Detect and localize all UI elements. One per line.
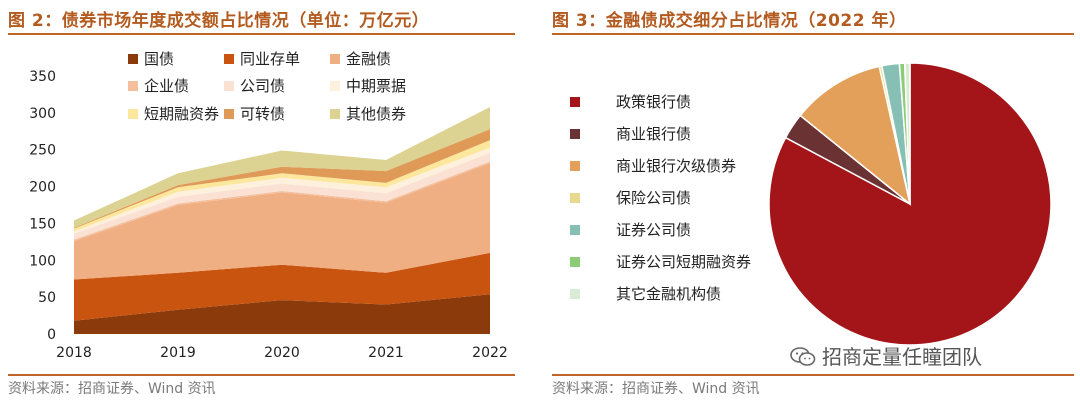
y-tick-label: 300 bbox=[29, 106, 56, 122]
wechat-icon bbox=[790, 347, 816, 366]
fig2-title: 图 2：债券市场年度成交额占比情况（单位：万亿元） bbox=[8, 11, 430, 31]
y-tick-label: 100 bbox=[29, 253, 56, 269]
pie-legend-swatch bbox=[570, 161, 580, 171]
fig2-top-rule bbox=[8, 33, 515, 35]
pie-slice-6 bbox=[903, 62, 911, 205]
x-tick-label: 2021 bbox=[368, 345, 404, 361]
pie-legend-swatch bbox=[570, 257, 580, 267]
legend-label: 企业债 bbox=[144, 77, 189, 95]
pie-legend-swatch bbox=[570, 97, 580, 107]
fig3-title: 图 3：金融债成交细分占比情况（2022 年） bbox=[552, 11, 907, 31]
area-series-0 bbox=[74, 294, 490, 334]
fig3-top-rule bbox=[552, 33, 1074, 35]
fig2-source: 资料来源：招商证券、Wind 资讯 bbox=[8, 381, 216, 397]
legend-label: 金融债 bbox=[346, 50, 391, 68]
legend-label: 同业存单 bbox=[240, 50, 300, 68]
pie-slices bbox=[768, 62, 1052, 346]
legend-swatch bbox=[330, 81, 340, 91]
pie-legend-swatch bbox=[570, 129, 580, 139]
legend-swatch bbox=[330, 109, 340, 119]
pie-legend-label: 商业银行债 bbox=[616, 125, 691, 143]
pie-slice-2 bbox=[799, 65, 912, 206]
pie-legend-swatch bbox=[570, 193, 580, 203]
legend-swatch bbox=[128, 109, 138, 119]
pie-legend-swatch bbox=[570, 225, 580, 235]
y-tick-label: 200 bbox=[29, 180, 56, 196]
area-series-2 bbox=[74, 163, 490, 280]
pie-chart: 政策银行债商业银行债商业银行次级债券保险公司债证券公司债证券公司短期融资券其它金… bbox=[570, 62, 1052, 346]
y-tick-label: 0 bbox=[47, 327, 56, 343]
legend-swatch bbox=[224, 54, 234, 64]
x-tick-label: 2019 bbox=[160, 345, 196, 361]
legend-swatch bbox=[224, 109, 234, 119]
x-axis: 2018 2019 2020 2021 2022 bbox=[56, 345, 508, 361]
legend-label: 短期融资券 bbox=[144, 105, 219, 123]
area-layers bbox=[74, 107, 490, 334]
x-tick-label: 2022 bbox=[472, 345, 508, 361]
y-tick-label: 250 bbox=[29, 143, 56, 159]
legend-label: 公司债 bbox=[240, 77, 285, 95]
fig3-bottom-rule bbox=[552, 374, 1074, 376]
pie-legend-label: 其它金融机构债 bbox=[616, 285, 721, 303]
pie-legend-label: 商业银行次级债券 bbox=[616, 157, 736, 175]
legend-swatch bbox=[128, 81, 138, 91]
pie-legend-label: 证券公司短期融资券 bbox=[616, 253, 751, 271]
legend-swatch bbox=[224, 81, 234, 91]
y-axis: 0 50 100 150 200 250 300 350 bbox=[29, 69, 56, 343]
y-tick-label: 50 bbox=[38, 290, 56, 306]
legend-label: 可转债 bbox=[240, 105, 285, 123]
pie-slice-0 bbox=[768, 62, 1052, 346]
legend-swatch bbox=[128, 54, 138, 64]
fig3-source: 资料来源：招商证券、Wind 资讯 bbox=[552, 381, 760, 397]
area-series-1 bbox=[74, 252, 490, 321]
pie-legend-label: 证券公司债 bbox=[616, 221, 691, 239]
pie-legend-swatch bbox=[570, 289, 580, 299]
watermark-text: 招商定量任瞳团队 bbox=[822, 345, 982, 369]
pie-legend: 政策银行债商业银行债商业银行次级债券保险公司债证券公司债证券公司短期融资券其它金… bbox=[570, 93, 751, 303]
watermark: 招商定量任瞳团队 bbox=[790, 341, 982, 370]
legend-swatch bbox=[330, 54, 340, 64]
x-tick-label: 2018 bbox=[56, 345, 92, 361]
legend-label: 其他债券 bbox=[346, 105, 406, 123]
legend-label: 国债 bbox=[144, 50, 174, 68]
pie-legend-label: 保险公司债 bbox=[616, 189, 691, 207]
fig2-bottom-rule bbox=[8, 374, 515, 376]
x-tick-label: 2020 bbox=[264, 345, 300, 361]
legend-label: 中期票据 bbox=[346, 77, 406, 95]
y-tick-label: 350 bbox=[29, 69, 56, 85]
pie-legend-label: 政策银行债 bbox=[616, 93, 691, 111]
y-tick-label: 150 bbox=[29, 216, 56, 232]
